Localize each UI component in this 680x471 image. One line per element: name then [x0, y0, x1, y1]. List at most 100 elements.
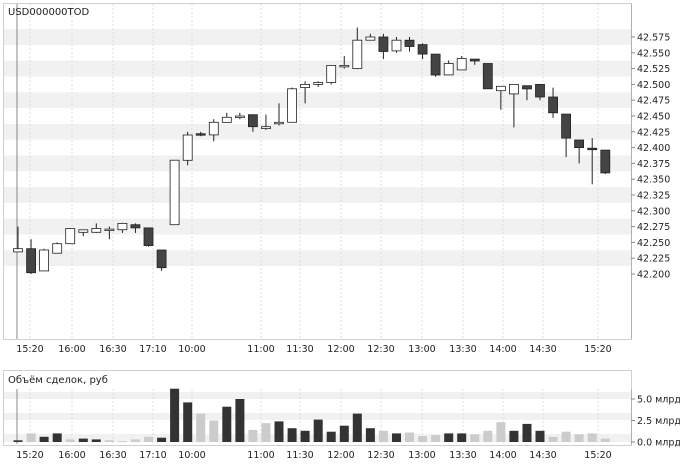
candle-body: [431, 54, 440, 75]
candle-body: [444, 64, 453, 75]
volume-bar: [248, 430, 257, 442]
candle-body: [222, 117, 231, 122]
volume-time-axis-label: 16:30: [99, 450, 126, 461]
volume-time-axis-label: 14:00: [489, 450, 516, 461]
candle-body: [40, 250, 49, 271]
candle: [183, 132, 192, 166]
price-grid-bands: [4, 4, 631, 266]
time-axis-label: 15:20: [584, 344, 611, 355]
volume-bar: [405, 433, 414, 443]
volume-bar: [79, 439, 88, 442]
price-tick-label: 42.525: [637, 64, 670, 75]
volume-time-axis-label: 12:30: [367, 450, 394, 461]
time-axis-label: 15:20: [16, 344, 43, 355]
price-tick-label: 42.425: [637, 127, 670, 138]
volume-bar: [170, 389, 179, 442]
volume-bar: [483, 431, 492, 442]
volume-bar: [235, 399, 244, 442]
candle-body: [457, 59, 466, 70]
volume-bar: [392, 433, 401, 442]
candle-body: [79, 230, 88, 233]
candle-body: [248, 115, 257, 127]
candle-body: [157, 250, 166, 268]
volume-bar: [496, 422, 505, 442]
candle-body: [27, 249, 36, 273]
volume-bar: [27, 433, 36, 442]
volume-bar: [444, 433, 453, 442]
candle-body: [509, 84, 518, 94]
volume-time-axis-label: 15:20: [584, 450, 611, 461]
volume-bar: [209, 421, 218, 443]
volume-bar: [340, 426, 349, 442]
volume-bar: [366, 428, 375, 442]
price-tick-label: 42.450: [637, 112, 670, 123]
candle-body: [301, 84, 310, 87]
candle: [144, 228, 153, 247]
price-chart-title: USD000000TOD: [8, 7, 90, 18]
volume-time-axis-label: 10:00: [178, 450, 205, 461]
time-axis-label: 13:30: [449, 344, 476, 355]
volume-time-axis-label: 11:00: [247, 450, 274, 461]
volume-bar: [144, 437, 153, 442]
candle-body: [314, 83, 323, 85]
volume-time-axis-label: 15:20: [16, 450, 43, 461]
volume-bar: [353, 414, 362, 442]
volume-bar: [457, 433, 466, 442]
candle-body: [405, 40, 414, 46]
volume-time-axis-label: 17:10: [139, 450, 166, 461]
candle: [66, 229, 75, 244]
volume-bar: [431, 435, 440, 442]
candle-body: [483, 64, 492, 89]
time-axis-label: 13:00: [408, 344, 435, 355]
volume-time-axis-label: 13:30: [449, 450, 476, 461]
volume-bar: [14, 440, 23, 442]
candle: [431, 54, 440, 77]
volume-bar: [105, 440, 114, 442]
candle: [327, 65, 336, 84]
volume-grid-band: [4, 413, 631, 420]
volume-bar: [222, 407, 231, 442]
time-axis-label: 17:10: [139, 344, 166, 355]
volume-time-axis-label: 12:00: [327, 450, 354, 461]
volume-tick-label: 0.0 млрд: [637, 438, 680, 449]
candle-body: [418, 45, 427, 55]
price-tick-label: 42.500: [637, 80, 670, 91]
candle: [170, 160, 179, 225]
candle: [601, 150, 610, 174]
candle-body: [470, 59, 479, 61]
volume-bar: [183, 402, 192, 442]
price-tick-label: 42.475: [637, 96, 670, 107]
volume-time-axis-label: 11:30: [286, 450, 313, 461]
volume-bar: [588, 433, 597, 442]
candle-body: [353, 40, 362, 68]
candle: [483, 64, 492, 89]
candle: [53, 242, 62, 253]
candle-body: [523, 86, 532, 89]
candle: [40, 249, 49, 271]
volume-bar: [509, 431, 518, 442]
candle-body: [14, 249, 23, 252]
candle-body: [327, 65, 336, 82]
volume-time-axis-label: 14:30: [529, 450, 556, 461]
candle-body: [209, 122, 218, 135]
candle-body: [340, 65, 349, 67]
time-axis-label: 10:00: [178, 344, 205, 355]
volume-tick-label: 2.5 млрд: [637, 416, 680, 427]
volume-bar: [118, 441, 127, 442]
time-axis-label: 12:30: [367, 344, 394, 355]
volume-time-axis-label: 16:00: [58, 450, 85, 461]
candle: [157, 250, 166, 271]
candle-body: [392, 40, 401, 51]
candle-body: [588, 148, 597, 150]
candle-body: [53, 244, 62, 254]
volume-bar: [40, 437, 49, 442]
price-grid-band: [4, 250, 631, 266]
candle-body: [262, 127, 271, 129]
volume-bar: [549, 437, 558, 442]
time-axis-label: 16:30: [99, 344, 126, 355]
volume-bar: [288, 428, 297, 442]
price-grid-band: [4, 61, 631, 77]
